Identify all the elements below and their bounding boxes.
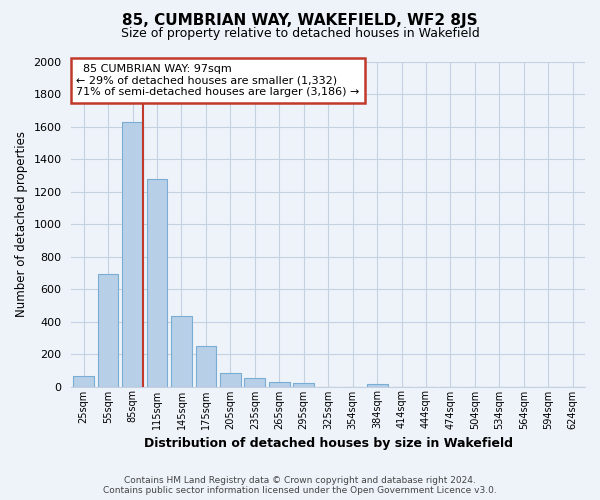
Bar (367, 384, 388, 386)
Bar (196, 346, 217, 387)
Text: 85 CUMBRIAN WAY: 97sqm
← 29% of detached houses are smaller (1,332)
71% of semi-: 85 CUMBRIAN WAY: 97sqm ← 29% of detached… (76, 64, 359, 97)
X-axis label: Distribution of detached houses by size in Wakefield: Distribution of detached houses by size … (144, 437, 513, 450)
Bar (293, 384, 314, 386)
Text: 85, CUMBRIAN WAY, WAKEFIELD, WF2 8JS: 85, CUMBRIAN WAY, WAKEFIELD, WF2 8JS (122, 12, 478, 28)
Bar (122, 122, 143, 386)
Y-axis label: Number of detached properties: Number of detached properties (15, 131, 28, 317)
Bar (269, 382, 290, 386)
Bar (73, 376, 94, 386)
Text: Size of property relative to detached houses in Wakefield: Size of property relative to detached ho… (121, 28, 479, 40)
Bar (244, 378, 265, 386)
Bar (98, 274, 118, 386)
Text: Contains HM Land Registry data © Crown copyright and database right 2024.
Contai: Contains HM Land Registry data © Crown c… (103, 476, 497, 495)
Bar (220, 372, 241, 386)
Bar (146, 178, 167, 386)
Bar (171, 316, 192, 386)
